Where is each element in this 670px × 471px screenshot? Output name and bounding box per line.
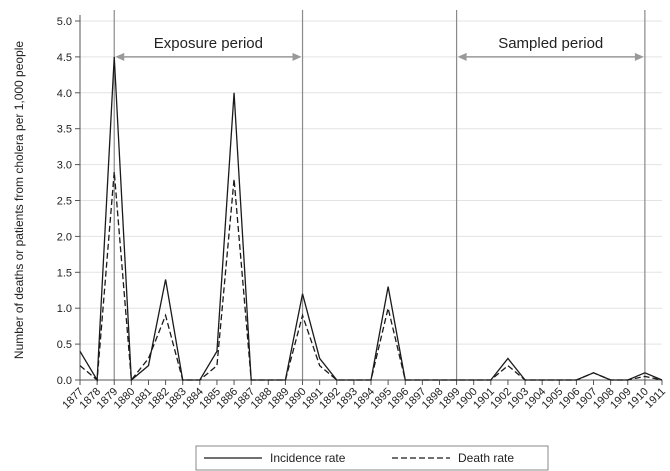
legend-box [195,445,549,471]
y-tick-label: 5.0 [57,16,72,28]
y-tick-label: 1.5 [57,267,72,279]
period-1: Exposure period [115,35,302,61]
y-tick-label: 1.0 [57,303,72,315]
legend-label: Incidence rate [270,451,346,465]
period-2: Sampled period [457,35,644,61]
y-tick-label: 4.5 [57,52,72,64]
arrowhead-left-icon [115,52,125,61]
y-tick-label: 0.0 [57,375,72,387]
y-tick-label: 2.5 [57,196,72,208]
y-axis-title: Number of deaths or patients from choler… [12,41,26,360]
x-tick-label: 1911 [643,386,668,411]
legend: Incidence rate Death rate [195,445,549,471]
y-tick-label: 0.5 [57,339,72,351]
gridlines [80,20,662,381]
arrowhead-right-icon [634,52,644,61]
legend-label: Death rate [458,451,514,465]
series-line-death-rate [79,171,663,382]
arrowhead-left-icon [457,52,467,61]
arrowhead-right-icon [292,52,302,61]
y-tick-label: 3.0 [57,160,72,172]
series-line-incidence-rate [79,56,663,383]
series-lines [79,56,663,383]
period-label: Sampled period [498,35,603,52]
axes: 0.00.51.01.52.02.53.03.54.04.55.01877187… [57,15,668,411]
y-tick-label: 3.5 [57,124,72,136]
period-annotations: Exposure period Sampled period [115,35,644,61]
y-tick-label: 4.0 [57,88,72,100]
y-tick-label: 2.0 [57,231,72,243]
period-label: Exposure period [154,35,263,52]
period-boundary-lines [113,10,646,380]
